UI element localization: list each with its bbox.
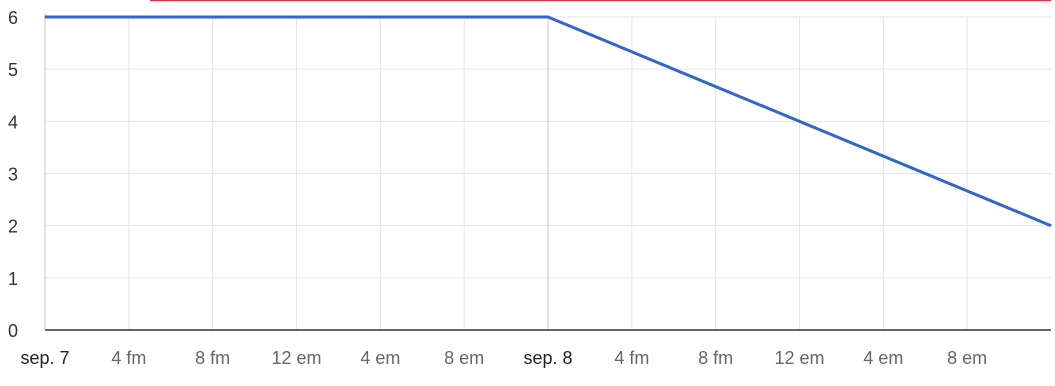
x-tick-label: 8 fm — [698, 348, 733, 368]
data-point — [44, 16, 46, 18]
y-tick-label: 3 — [8, 165, 18, 185]
x-tick-label: 4 fm — [614, 348, 649, 368]
data-point — [547, 16, 549, 18]
x-major-tick-label: sep. 8 — [523, 348, 572, 368]
x-tick-label: 4 em — [863, 348, 903, 368]
x-tick-label: 8 em — [947, 348, 987, 368]
tick-labels: 0 1 2 3 4 5 6 sep. 7 4 fm 8 fm 12 em 4 em 8 em sep. 8… — [8, 8, 987, 368]
x-tick-label: 8 fm — [195, 348, 230, 368]
axes — [44, 0, 1051, 331]
x-tick-label: 12 em — [774, 348, 824, 368]
y-tick-label: 6 — [8, 8, 18, 28]
series — [44, 15, 1052, 228]
y-tick-label: 2 — [8, 217, 18, 237]
data-point — [1050, 225, 1052, 227]
y-tick-label: 0 — [8, 321, 18, 341]
y-tick-label: 1 — [8, 269, 18, 289]
y-tick-label: 4 — [8, 112, 18, 132]
y-tick-label: 5 — [8, 60, 18, 80]
x-tick-label: 12 em — [271, 348, 321, 368]
x-tick-label: 4 fm — [111, 348, 146, 368]
grid — [45, 16, 1051, 330]
x-tick-label: 4 em — [360, 348, 400, 368]
x-major-tick-label: sep. 7 — [20, 348, 69, 368]
x-tick-label: 8 em — [444, 348, 484, 368]
